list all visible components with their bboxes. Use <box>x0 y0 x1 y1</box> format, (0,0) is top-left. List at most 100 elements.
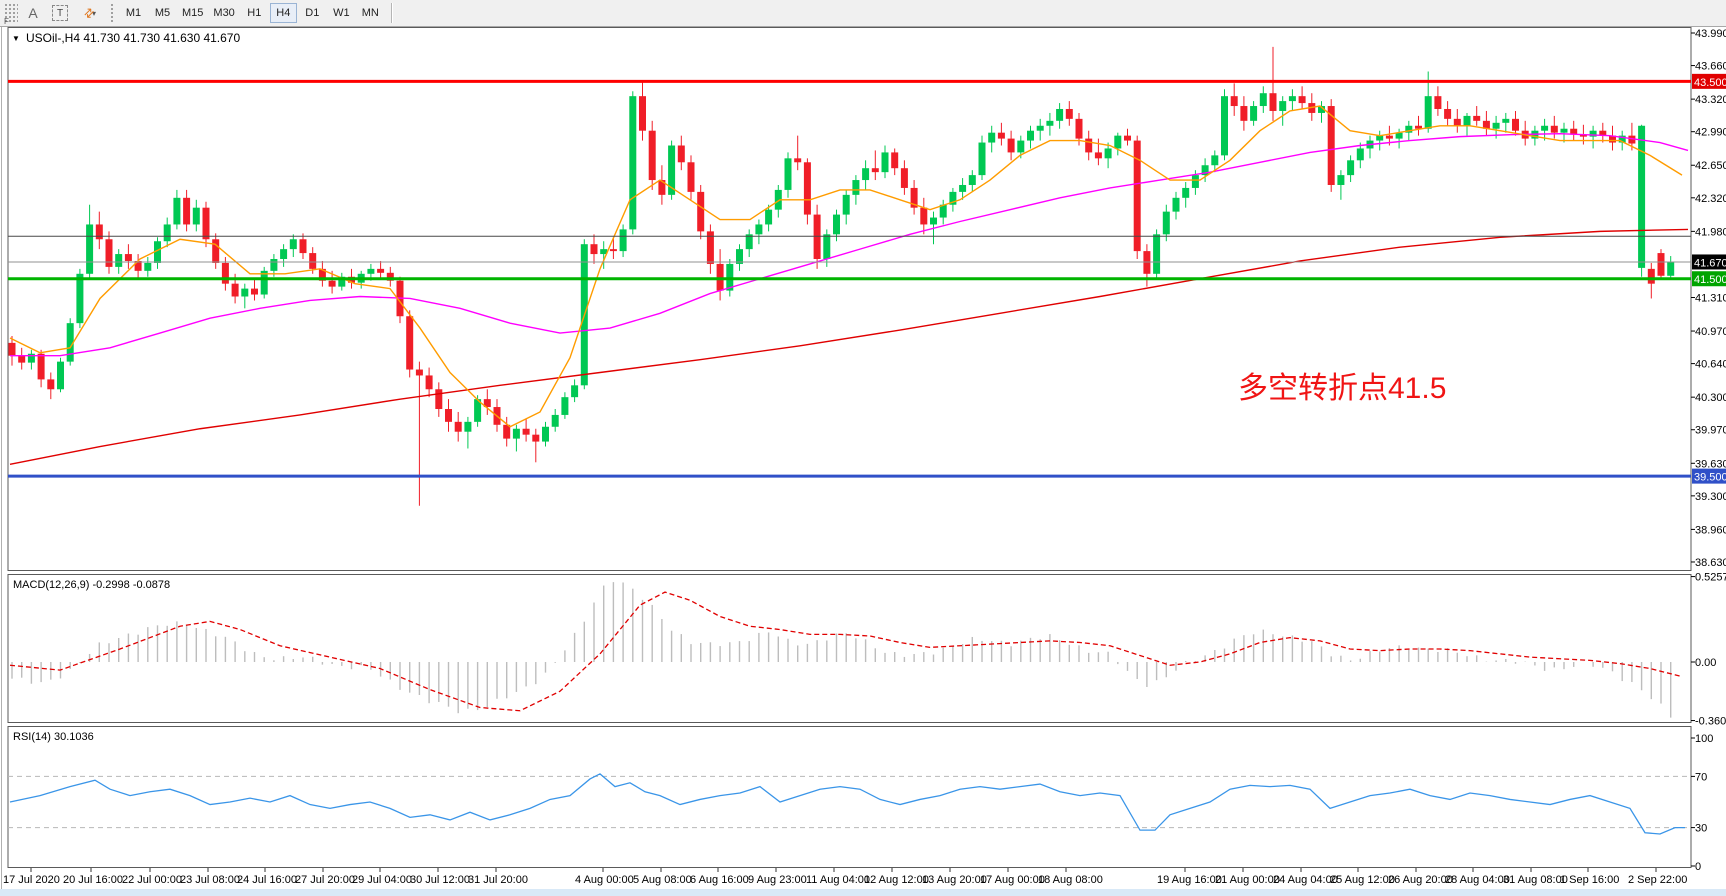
time-axis-label: 12 Aug 12:00 <box>864 874 929 886</box>
candle-body <box>309 253 317 269</box>
candle-body <box>1550 125 1558 133</box>
candle-body <box>454 421 462 432</box>
candle-body <box>1104 148 1112 159</box>
time-axis-label: 25 Aug 12:00 <box>1330 874 1395 886</box>
chart-window: 43.990 43.660 43.320 42.990 42.650 42.320 41.9… <box>0 27 1726 896</box>
candle-body <box>949 191 957 205</box>
price-tick-label: 42.990 <box>1695 127 1726 139</box>
candle-body <box>900 168 908 188</box>
candle-body <box>639 96 646 131</box>
candle-body <box>765 209 773 225</box>
timeframe-button-m5[interactable]: M5 <box>154 7 171 19</box>
candle-body <box>706 231 714 264</box>
candle-body <box>318 268 326 281</box>
timeframe-button-group: M1 M5 M15 M30 H1 H4 D1 W1 MN <box>120 3 384 23</box>
candle-body <box>532 434 540 442</box>
candle-body <box>105 239 113 267</box>
candle-body <box>978 142 986 176</box>
timeframe-button-h1[interactable]: H1 <box>247 7 262 19</box>
timeframe-button-w1[interactable]: W1 <box>333 7 350 19</box>
candle-body <box>1027 130 1034 141</box>
time-axis-label: 31 Jul 20:00 <box>468 874 528 886</box>
candle-body <box>134 260 142 271</box>
ma-slow-line <box>9 228 1689 465</box>
time-axis-label: 9 Aug 23:00 <box>748 874 807 886</box>
price-badge-39.500 <box>1692 468 1726 484</box>
candle-body <box>1560 128 1568 133</box>
time-axis-label: 1 Sep 16:00 <box>1560 874 1619 886</box>
main-pane-border <box>7 27 1692 571</box>
candle-body <box>736 249 743 264</box>
candle-body <box>202 207 210 240</box>
candle-body <box>464 421 472 432</box>
price-badge-label: 41.670 <box>1694 257 1726 269</box>
candle-body <box>154 241 161 263</box>
time-axis-label: 2 Sep 22:00 <box>1628 874 1687 886</box>
candle-body <box>842 194 850 215</box>
candle-body <box>1405 125 1413 133</box>
timeframe-button-m1[interactable]: M1 <box>125 7 142 19</box>
candle-body <box>803 162 811 215</box>
candle-body <box>425 375 433 390</box>
candle-body <box>833 214 840 235</box>
text-box-tool-icon[interactable]: T <box>48 3 72 23</box>
annotation-text[interactable]: 多空转折点41.5 <box>1238 372 1446 405</box>
candle-body <box>445 409 452 422</box>
candle-body <box>784 158 792 190</box>
time-axis-label: 21 Aug 00:00 <box>1215 874 1280 886</box>
macd-pane-border <box>7 574 1692 723</box>
candle-body <box>794 158 802 163</box>
timeframe-button-h4[interactable]: H4 <box>269 3 297 23</box>
candle-body <box>542 426 549 442</box>
candle-body <box>1162 211 1170 235</box>
candle-body <box>629 96 637 230</box>
toolbar-separator <box>390 3 392 23</box>
toolbar-group-grip[interactable] <box>110 3 115 23</box>
rsi-axis-label: 30 <box>1695 823 1707 835</box>
rsi-pane-border <box>7 726 1692 868</box>
timeframe-button-m15[interactable]: M15 <box>182 7 204 19</box>
candle-body <box>1541 125 1549 131</box>
macd-axis-label: 0.5257 <box>1695 572 1726 584</box>
chart-canvas[interactable]: 43.990 43.660 43.320 42.990 42.650 42.320 41.9… <box>0 27 1726 896</box>
candle-body <box>386 272 394 281</box>
toolbar-grip[interactable]: F <box>4 3 18 26</box>
timeframe-button-m30[interactable]: M30 <box>213 7 235 19</box>
timeframe-button-mn[interactable]: MN <box>361 7 379 19</box>
candle-body <box>367 268 375 274</box>
candle-body <box>1269 93 1277 111</box>
ma-fast-line <box>9 105 1683 428</box>
candle-body <box>1075 118 1083 139</box>
candle-body <box>697 191 705 232</box>
candle-body <box>1065 108 1073 119</box>
candle-body <box>823 234 831 260</box>
tile-windows-icon[interactable]: ⇄ ▾ <box>75 3 105 23</box>
price-tick-label: 43.660 <box>1695 61 1726 73</box>
candle-body <box>1230 96 1238 107</box>
candle-body <box>1182 187 1190 198</box>
time-axis-label: 19 Aug 16:00 <box>1157 874 1222 886</box>
candle-body <box>289 239 297 250</box>
time-axis-label: 6 Aug 16:00 <box>690 874 749 886</box>
price-tick-label: 42.650 <box>1695 160 1726 172</box>
price-tick-label: 39.630 <box>1695 458 1726 470</box>
candle-body <box>377 268 385 273</box>
candle-body <box>1628 135 1636 144</box>
candle-body <box>1618 135 1626 143</box>
candle-body <box>1385 135 1393 139</box>
candle-body <box>522 428 530 435</box>
timeframe-button-d1[interactable]: D1 <box>305 7 320 19</box>
time-axis-label: 17 Aug 00:00 <box>980 874 1045 886</box>
candle-body <box>968 175 976 185</box>
candle-body <box>1638 125 1646 268</box>
candle-body <box>930 217 937 225</box>
candle-body <box>852 180 860 195</box>
price-badge-41.670 <box>1692 254 1726 270</box>
text-label-tool-icon[interactable]: A <box>28 5 38 21</box>
ma-mid-line <box>10 132 1689 357</box>
candle-body <box>1579 134 1587 137</box>
candle-body <box>231 283 239 297</box>
candle-body <box>1298 96 1306 104</box>
candle-body <box>1036 125 1044 131</box>
candle-body <box>677 145 685 163</box>
